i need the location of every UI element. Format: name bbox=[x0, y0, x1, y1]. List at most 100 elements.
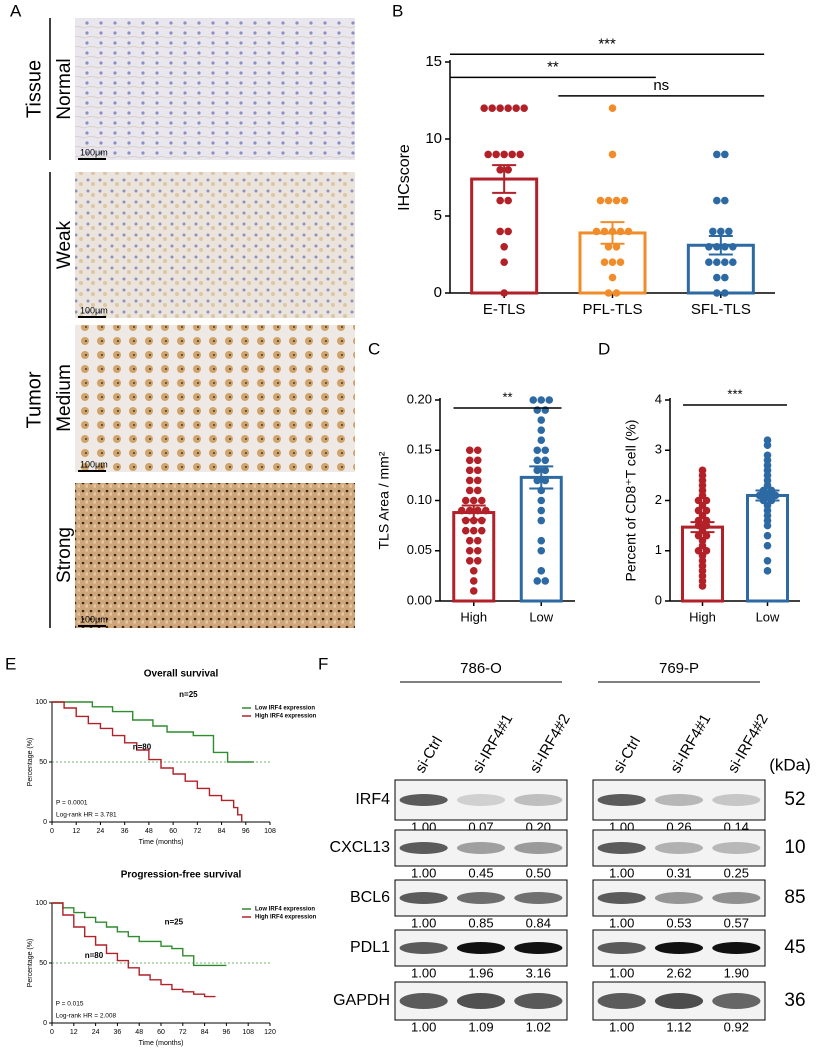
lane-label: si-IRF4#1 bbox=[469, 711, 516, 776]
data-point bbox=[537, 516, 546, 525]
data-point bbox=[537, 426, 546, 434]
band-quantification: 1.00 bbox=[411, 865, 436, 880]
x-tick-label: 36 bbox=[114, 1029, 122, 1036]
data-point bbox=[469, 526, 478, 535]
kda-label: 45 bbox=[784, 937, 805, 958]
band-quantification: 1.00 bbox=[609, 1019, 634, 1034]
data-point bbox=[612, 289, 621, 297]
y-tick-label: 0 bbox=[43, 819, 47, 826]
data-point bbox=[473, 446, 482, 455]
y-tick-label: 100 bbox=[35, 699, 47, 706]
significance-label: *** bbox=[598, 35, 616, 52]
data-point bbox=[537, 546, 546, 555]
y-tick-label: 0.20 bbox=[407, 391, 432, 406]
y-axis-label: Percentage (%) bbox=[27, 738, 34, 787]
data-point bbox=[763, 567, 772, 575]
data-point bbox=[473, 486, 482, 495]
data-point bbox=[492, 150, 500, 159]
y-tick-label: 15 bbox=[425, 53, 442, 70]
data-point bbox=[469, 496, 478, 505]
survival-curve bbox=[52, 902, 216, 998]
panel-f: F (kDa) 786-Osi-Ctrl si-IRF4#1 si-IRF4#21.… bbox=[318, 654, 811, 1034]
data-point bbox=[545, 396, 554, 404]
annotation: n=25 bbox=[165, 917, 184, 926]
data-point bbox=[705, 258, 713, 267]
data-point bbox=[504, 166, 512, 174]
blot-band bbox=[399, 993, 448, 1009]
blot-band bbox=[514, 794, 563, 806]
blot-band bbox=[399, 794, 448, 806]
blot-band bbox=[654, 892, 704, 904]
blot-band bbox=[654, 794, 704, 806]
blot-band bbox=[514, 842, 563, 854]
data-point bbox=[592, 227, 601, 236]
band-quantification: 1.00 bbox=[609, 865, 634, 880]
data-point bbox=[465, 486, 474, 495]
data-point bbox=[616, 227, 625, 236]
y-tick-label: 4 bbox=[655, 391, 662, 406]
kda-label: 85 bbox=[784, 887, 805, 908]
blot-band bbox=[712, 794, 761, 806]
data-point bbox=[763, 441, 772, 450]
data-point bbox=[620, 196, 629, 205]
protein-label: PDL1 bbox=[350, 939, 390, 956]
legend-label: High IRF4 expression bbox=[255, 714, 317, 720]
lane-label: si-IRF4#2 bbox=[725, 711, 772, 776]
data-point bbox=[608, 258, 617, 267]
data-point bbox=[763, 541, 772, 550]
band-quantification: 2.62 bbox=[666, 965, 691, 980]
data-point bbox=[469, 587, 478, 595]
band-quantification: 1.02 bbox=[526, 1019, 551, 1034]
data-point bbox=[612, 243, 621, 251]
blot-frame bbox=[394, 779, 568, 821]
legend-label: Low IRF4 expression bbox=[255, 706, 315, 712]
x-tick-label: 48 bbox=[145, 828, 153, 835]
protein-label: IRF4 bbox=[355, 791, 390, 808]
protein-label: CXCL13 bbox=[330, 839, 391, 856]
data-point bbox=[721, 243, 729, 251]
row-label: Normal bbox=[54, 58, 75, 119]
bar bbox=[470, 177, 539, 295]
band-quantification: 1.09 bbox=[468, 1019, 493, 1034]
data-point bbox=[541, 466, 550, 475]
blot-band bbox=[456, 892, 506, 904]
x-tick-label: 36 bbox=[121, 828, 129, 835]
blot-band bbox=[712, 892, 761, 904]
band-quantification: 0.50 bbox=[526, 865, 551, 880]
band-quantification: 0.53 bbox=[666, 915, 691, 930]
data-point bbox=[541, 476, 550, 485]
data-point bbox=[480, 104, 488, 112]
blot-band bbox=[597, 892, 646, 904]
x-axis-label: Time (months) bbox=[139, 839, 184, 846]
y-axis-label: Percentage (%) bbox=[27, 939, 34, 988]
x-tick-label: 96 bbox=[242, 828, 250, 835]
data-point bbox=[496, 104, 504, 112]
data-point bbox=[729, 258, 737, 267]
data-point bbox=[508, 150, 516, 159]
x-tick-label: High bbox=[460, 609, 487, 624]
data-point bbox=[516, 150, 524, 159]
data-point bbox=[477, 496, 486, 505]
data-point bbox=[604, 196, 613, 205]
data-point bbox=[721, 273, 729, 282]
x-tick-label: SFL-TLS bbox=[691, 301, 751, 318]
blot-frame bbox=[592, 779, 766, 821]
data-point bbox=[596, 196, 605, 205]
scale-bar-label: 100μm bbox=[80, 147, 108, 157]
protein-label: BCL6 bbox=[350, 889, 390, 906]
panel-label: B bbox=[392, 1, 403, 20]
data-point bbox=[541, 446, 550, 455]
data-point bbox=[713, 289, 721, 297]
blot-band bbox=[597, 993, 646, 1009]
data-point bbox=[721, 196, 729, 205]
band-quantification: 3.16 bbox=[526, 965, 551, 980]
data-point bbox=[473, 536, 482, 545]
data-point bbox=[520, 104, 528, 112]
panel-label: C bbox=[368, 339, 380, 358]
data-point bbox=[608, 150, 617, 159]
annotation: P = 0.015 bbox=[56, 1001, 84, 1008]
data-point bbox=[537, 396, 546, 404]
data-point bbox=[537, 506, 546, 515]
